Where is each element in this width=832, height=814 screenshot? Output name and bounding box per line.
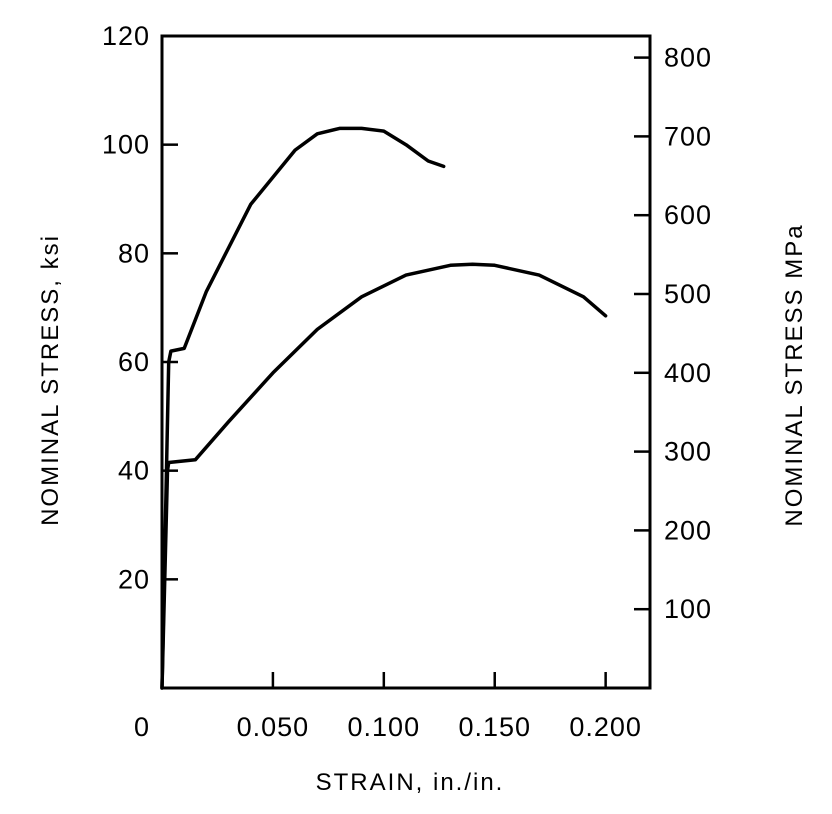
- x-tick-label: 0.100: [348, 712, 421, 742]
- left-y-tick-label: 120: [102, 21, 150, 51]
- right-y-axis-ticks: 100 200 300 400 500 600 700 800: [634, 43, 712, 624]
- right-y-tick-label: 600: [664, 200, 712, 230]
- right-y-tick-label: 300: [664, 437, 712, 467]
- left-y-tick-label: 40: [118, 456, 150, 486]
- left-y-tick-label: 80: [118, 238, 150, 268]
- right-y-tick-label: 500: [664, 279, 712, 309]
- stress-strain-curve-2: [160, 262, 608, 690]
- x-axis-ticks: 0 0.050 0.100 0.150 0.200: [134, 672, 642, 742]
- right-y-tick-label: 700: [664, 121, 712, 151]
- stress-strain-curve-1: [160, 126, 446, 690]
- left-y-tick-label: 100: [102, 130, 150, 160]
- left-y-axis-title: NOMINAL STRESS, ksi: [37, 234, 64, 526]
- right-y-axis-title: NOMINAL STRESS MPa: [781, 223, 808, 526]
- x-tick-label: 0.200: [569, 712, 642, 742]
- plot-border: [160, 34, 652, 690]
- right-y-tick-label: 400: [664, 358, 712, 388]
- x-tick-label: 0.150: [458, 712, 531, 742]
- right-y-tick-label: 100: [664, 594, 712, 624]
- left-y-tick-label: 20: [118, 564, 150, 594]
- x-axis-title: STRAIN, in./in.: [316, 769, 505, 796]
- x-tick-label: 0.050: [237, 712, 310, 742]
- left-y-tick-label: 60: [118, 347, 150, 377]
- plot-frame: [160, 34, 652, 690]
- right-y-tick-label: 800: [664, 43, 712, 73]
- right-y-tick-label: 200: [664, 515, 712, 545]
- data-series: [160, 126, 608, 690]
- x-tick-label: 0: [134, 712, 150, 742]
